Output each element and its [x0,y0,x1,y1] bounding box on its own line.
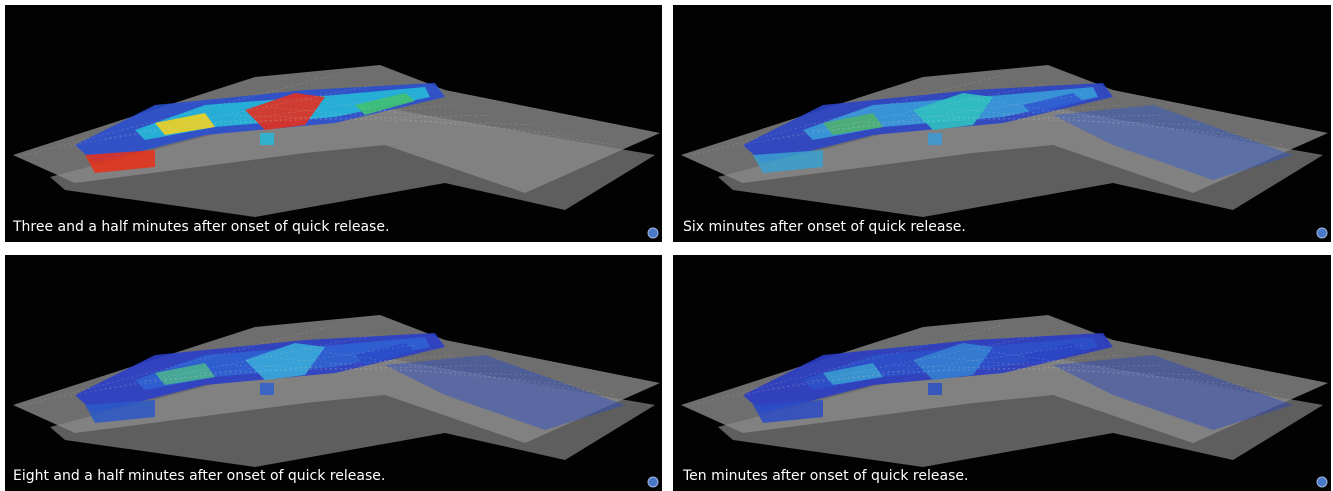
caption: Eight and a half minutes after onset of … [13,468,385,484]
heat-patch [260,133,274,145]
caption: Ten minutes after onset of quick release… [682,468,968,484]
corner-icon [1317,228,1327,238]
corner-icon [648,477,658,487]
corner-icon [1317,477,1327,487]
corner-icon [648,228,658,238]
panel: Ten minutes after onset of quick release… [673,255,1331,491]
heat-patch [260,383,274,395]
panel: Eight and a half minutes after onset of … [5,255,662,491]
heat-patch [928,383,942,395]
heat-patch [928,133,942,145]
panel: Six minutes after onset of quick release… [673,5,1331,242]
caption: Six minutes after onset of quick release… [683,219,966,235]
caption: Three and a half minutes after onset of … [12,219,389,235]
figure: Three and a half minutes after onset of … [0,0,1333,491]
panel: Three and a half minutes after onset of … [5,5,662,242]
